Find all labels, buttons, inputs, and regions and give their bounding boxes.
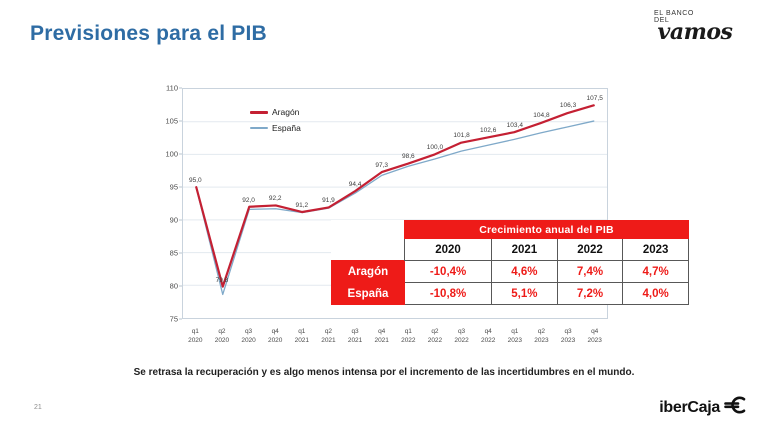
- euro-symbol-icon: [724, 396, 746, 419]
- x-axis-tick-0: q1 2020: [188, 328, 203, 344]
- chart-legend: Aragón España: [250, 104, 301, 136]
- x-axis-tick-14: q3 2023: [560, 328, 576, 344]
- table-col-2023: 2023: [622, 238, 689, 261]
- y-axis-tick-100: 100: [165, 149, 178, 159]
- x-axis-tick-8: q1 2022: [401, 328, 416, 344]
- x-axis-tick-2: q3 2020: [241, 328, 256, 344]
- table-row: España -10,8% 5,1% 7,2% 4,0%: [331, 282, 689, 305]
- y-axis-tickmark: [179, 285, 182, 287]
- x-axis-tick-5: q2 2021: [321, 328, 336, 344]
- table-corner-cell-2: [332, 239, 405, 261]
- table-corner-cell: [332, 221, 405, 239]
- data-label-q3-2022: 101,8: [453, 132, 470, 140]
- table-cell-espana-2022: 7,2%: [556, 282, 624, 305]
- table-col-2022: 2022: [556, 238, 624, 261]
- data-label-q1-2020: 95,0: [188, 177, 202, 184]
- brand-top-script: vamos: [657, 19, 733, 45]
- x-axis-tick-11: q4 2022: [480, 328, 496, 344]
- x-axis-tick-13: q2 2023: [534, 328, 549, 344]
- data-label-q4-2021: 97,3: [375, 161, 389, 169]
- legend-swatch-aragon: [250, 110, 268, 114]
- table-row: Aragón -10,4% 4,6% 7,4% 4,7%: [331, 260, 689, 283]
- legend-item-espana: España: [250, 120, 301, 136]
- y-axis-tickmark: [179, 252, 182, 254]
- brand-logo-bottom: iberCaja: [659, 396, 746, 419]
- x-axis-tick-4: q1 2021: [294, 328, 310, 344]
- data-label-q4-2023: 107,5: [586, 94, 603, 102]
- data-label-q3-2023: 106,3: [559, 102, 577, 110]
- y-axis-tickmark: [179, 87, 182, 89]
- annual-growth-table: Crecimiento anual del PIB 2020 2021 2022…: [331, 220, 689, 305]
- data-label-q3-2020: 92,0: [242, 196, 255, 204]
- x-axis-tick-7: q4 2021: [374, 328, 389, 344]
- data-label-q4-2020: 92,2: [268, 195, 282, 203]
- data-label-q1-2021: 91,2: [295, 202, 309, 210]
- data-label-q2-2020: 79,8: [215, 277, 229, 285]
- data-label-q2-2022: 100,0: [426, 144, 444, 151]
- y-axis-tick-85: 85: [169, 248, 178, 258]
- x-axis-tick-10: q3 2022: [454, 328, 469, 344]
- table-cell-espana-2021: 5,1%: [491, 282, 558, 305]
- y-axis-tick-90: 90: [169, 215, 178, 225]
- table-cell-aragon-2020: -10,4%: [403, 260, 493, 283]
- x-axis-tick-3: q4 2020: [267, 328, 283, 344]
- y-axis-tick-95: 95: [169, 182, 178, 192]
- table-cell-aragon-2023: 4,7%: [622, 260, 689, 283]
- y-axis-tick-80: 80: [169, 281, 178, 291]
- chart-line-espana: [196, 121, 594, 294]
- table-cell-espana-2020: -10,8%: [403, 282, 493, 305]
- x-axis-tick-15: q4 2023: [587, 328, 602, 344]
- data-label-q3-2021: 94,4: [348, 180, 362, 188]
- x-axis-tick-6: q3 2021: [347, 328, 363, 344]
- table-rowlabel-aragon: Aragón: [331, 260, 405, 283]
- brand-logo-top: EL BANCO DEL vamos: [640, 10, 750, 43]
- legend-label-espana: España: [272, 123, 301, 133]
- table-rowlabel-espana: España: [331, 282, 405, 305]
- table-col-2021: 2021: [491, 238, 558, 261]
- table-title-row: Crecimiento anual del PIB: [332, 220, 689, 239]
- y-axis-tickmark: [179, 219, 182, 221]
- table-cell-aragon-2021: 4,6%: [491, 260, 558, 283]
- legend-item-aragon: Aragón: [250, 104, 301, 120]
- y-axis-tickmark: [179, 153, 182, 155]
- x-axis-tick-9: q2 2022: [427, 328, 443, 344]
- brand-bottom-wordmark: iberCaja: [659, 398, 720, 416]
- data-label-q2-2021: 91,9: [322, 197, 335, 205]
- slide-caption: Se retrasa la recuperación y es algo men…: [133, 367, 635, 378]
- data-label-q1-2023: 103,4: [506, 121, 523, 129]
- chart-line-aragon: [196, 105, 594, 286]
- y-axis-tickmark: [179, 186, 182, 188]
- legend-swatch-espana: [250, 127, 268, 129]
- y-axis-tick-110: 110: [166, 83, 178, 93]
- table-header-row: 2020 2021 2022 2023: [332, 238, 689, 261]
- legend-label-aragon: Aragón: [272, 107, 300, 117]
- table-col-2020: 2020: [403, 238, 493, 261]
- y-axis-tick-105: 105: [165, 116, 178, 126]
- y-axis-tickmark: [179, 120, 182, 122]
- data-label-q2-2023: 104,8: [533, 112, 550, 120]
- x-axis-tick-12: q1 2023: [507, 328, 523, 344]
- table-title: Crecimiento anual del PIB: [404, 220, 689, 239]
- page-number: 21: [34, 404, 42, 411]
- x-axis-tick-1: q2 2020: [214, 328, 230, 344]
- page-title: Previsiones para el PIB: [30, 22, 267, 45]
- y-axis-tickmark: [179, 318, 182, 320]
- table-cell-espana-2023: 4,0%: [622, 282, 689, 305]
- data-label-q4-2022: 102,6: [480, 126, 497, 134]
- data-label-q1-2022: 98,6: [401, 153, 415, 161]
- brand-top-line2: DEL: [654, 17, 670, 24]
- y-axis-tick-75: 75: [169, 314, 178, 324]
- brand-top-line1: EL BANCO: [654, 10, 694, 17]
- table-cell-aragon-2022: 7,4%: [556, 260, 624, 283]
